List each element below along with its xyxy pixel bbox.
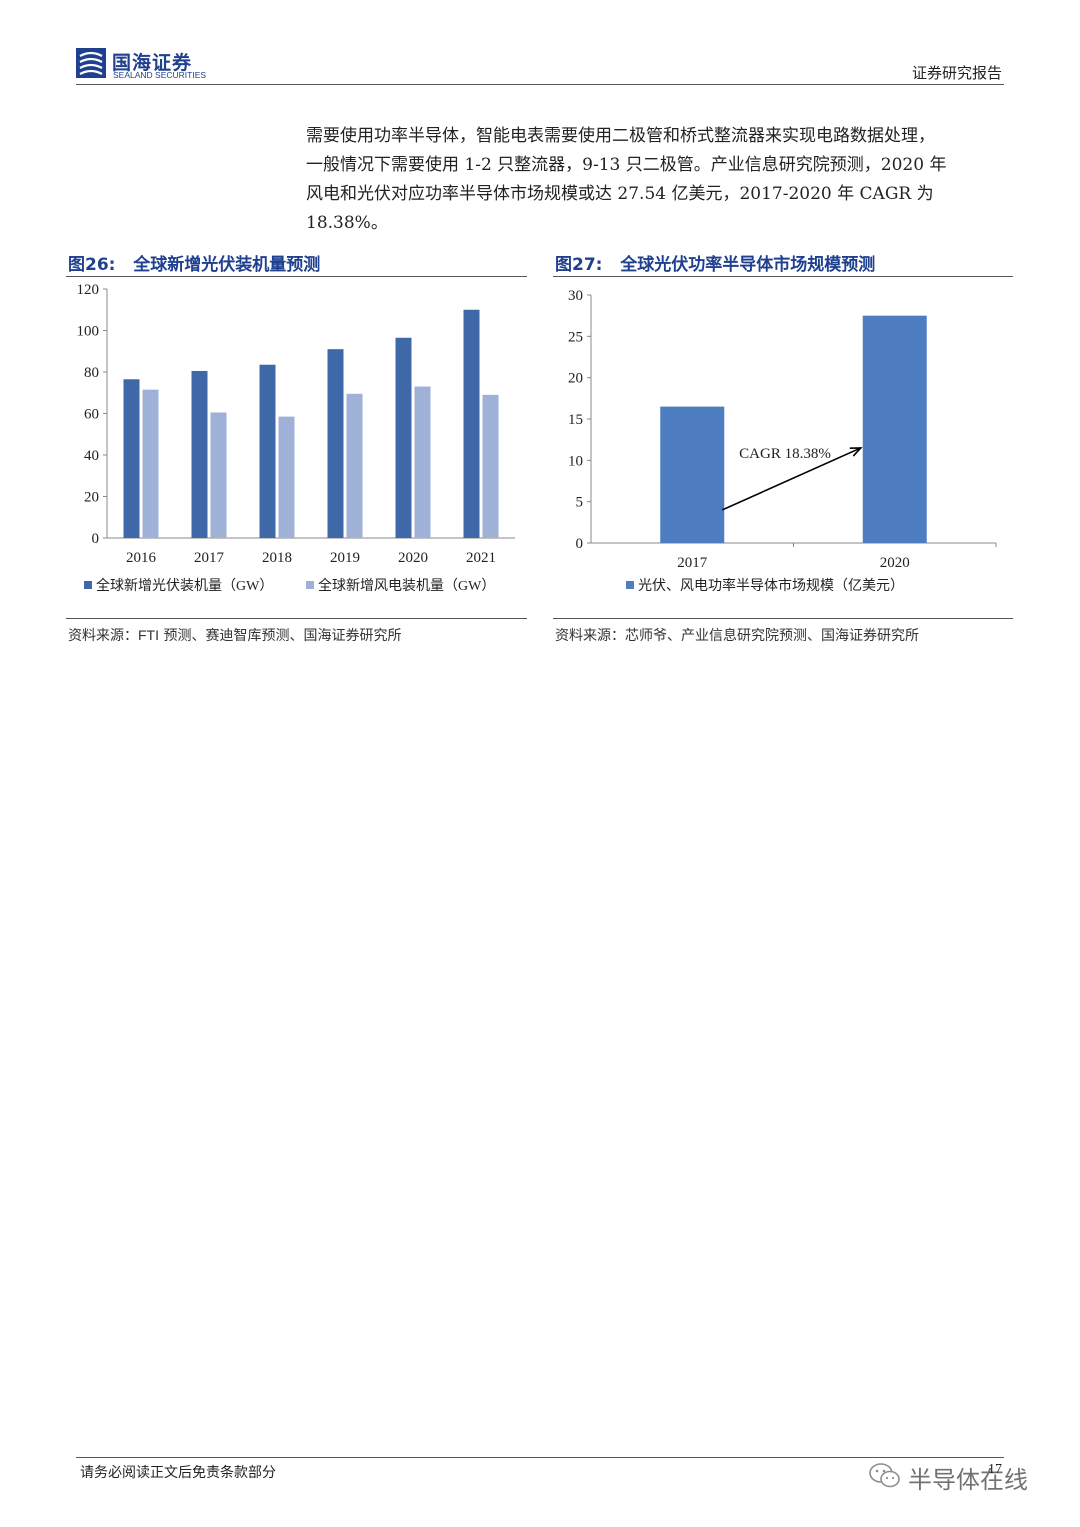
x-tick-label: 2020 [398, 550, 428, 566]
logo-english-name: SEALAND SECURITIES [113, 70, 207, 80]
report-type-label: 证券研究报告 [911, 64, 1002, 82]
bar [463, 309, 480, 538]
figure-number: 图26: [68, 255, 116, 275]
y-tick-label: 20 [568, 371, 583, 387]
legend-label: 全球新增光伏装机量（GW） [96, 577, 273, 594]
cagr-arrow-head [849, 447, 863, 457]
x-tick-label: 2016 [126, 550, 157, 566]
figure-caption: 全球光伏功率半导体市场规模预测 [620, 255, 876, 275]
company-logo: 国海证券 SEALAND SECURITIES [76, 48, 216, 82]
figure-26-title: 图26: 全球新增光伏装机量预测 [68, 250, 320, 275]
power-semiconductor-market-chart: 0 5 10 15 20 25 30 2017 2020 光伏、风电功率半导体市场规模（亿美元） C… [568, 288, 997, 594]
bar [660, 406, 725, 543]
bar [191, 370, 208, 538]
figure-27-top-rule [553, 276, 1013, 277]
y-tick-label: 120 [77, 282, 100, 298]
cagr-arrow [721, 447, 862, 511]
y-tick-label: 40 [84, 448, 99, 464]
bar [259, 364, 276, 538]
x-tick-label: 2018 [262, 550, 292, 566]
x-tick-label: 2020 [880, 555, 910, 571]
figure-26-bottom-rule [66, 618, 527, 619]
figure-27-bottom-rule [553, 618, 1013, 619]
x-tick-label: 2021 [466, 550, 496, 566]
legend-swatch [84, 581, 92, 589]
logo-chinese-name: 国海证券 [112, 52, 193, 74]
figure-26-top-rule [66, 276, 527, 277]
figure-number: 图27: [555, 255, 603, 275]
bar [142, 389, 159, 538]
y-tick-label: 10 [568, 453, 583, 469]
paragraph-line: 需要使用功率半导体，智能电表需要使用二极管和桥式整流器来实现电路数据处理， [306, 126, 935, 146]
paragraph-line: 一般情况下需要使用 1-2 只整流器，9-13 只二极管。产业信息研究院预测，2… [306, 155, 947, 175]
paragraph-line: 18.38%。 [306, 213, 388, 233]
x-tick-label: 2017 [194, 550, 225, 566]
y-tick-label: 5 [576, 495, 584, 511]
disclaimer-note: 请务必阅读正文后免责条款部分 [80, 1465, 276, 1481]
figure-27-source: 资料来源：芯师爷、产业信息研究院预测、国海证券研究所 [555, 628, 919, 644]
bar [862, 315, 927, 543]
cagr-annotation: CAGR 18.38% [739, 446, 831, 462]
pv-installation-chart: 0 20 40 60 80 100 120 2016 2017 2018 2019 2020 2021 全… [77, 282, 515, 594]
y-tick-label: 100 [77, 324, 100, 340]
bar [123, 379, 140, 538]
watermark: 半导体在线 [868, 1458, 1058, 1498]
legend-label: 全球新增风电装机量（GW） [318, 577, 495, 594]
y-tick-label: 0 [92, 531, 100, 547]
legend-swatch [306, 581, 314, 589]
y-tick-label: 20 [84, 490, 99, 506]
sealand-logo-icon [76, 48, 106, 78]
x-tick-label: 2017 [677, 555, 708, 571]
watermark-text: 半导体在线 [908, 1466, 1028, 1494]
bar [395, 337, 412, 538]
bar [327, 349, 344, 538]
legend-label: 光伏、风电功率半导体市场规模（亿美元） [638, 577, 904, 594]
figure-caption: 全球新增光伏装机量预测 [133, 255, 321, 275]
header-divider [76, 84, 1004, 85]
y-tick-label: 15 [568, 412, 583, 428]
footer-divider [76, 1457, 1004, 1458]
page-number: 17 [988, 1462, 1002, 1477]
figure-27-title: 图27: 全球光伏功率半导体市场规模预测 [555, 250, 875, 275]
bar [346, 393, 363, 538]
y-tick-label: 80 [84, 365, 99, 381]
wechat-icon [869, 1463, 900, 1488]
y-tick-label: 0 [576, 536, 584, 552]
y-tick-label: 30 [568, 288, 583, 304]
bar [414, 386, 431, 538]
x-tick-label: 2019 [330, 550, 360, 566]
bar [210, 412, 227, 538]
y-tick-label: 60 [84, 407, 99, 423]
legend-swatch [626, 581, 634, 589]
bar [278, 416, 295, 538]
figure-26-source: 资料来源：FTI 预测、赛迪智库预测、国海证券研究所 [68, 627, 402, 644]
bar [482, 394, 499, 538]
paragraph-line: 风电和光伏对应功率半导体市场规模或达 27.54 亿美元，2017-2020 年… [306, 184, 934, 204]
body-paragraph: 需要使用功率半导体，智能电表需要使用二极管和桥式整流器来实现电路数据处理， 一般… [306, 122, 1006, 238]
y-tick-label: 25 [568, 329, 583, 345]
